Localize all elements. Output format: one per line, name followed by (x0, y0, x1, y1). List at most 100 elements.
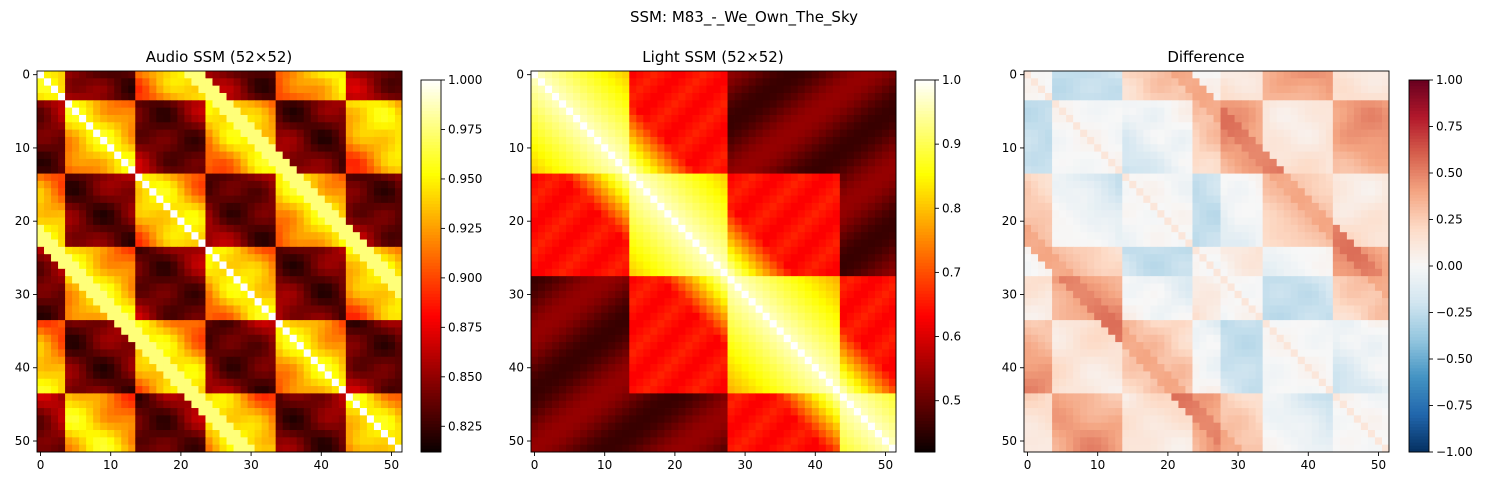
heatmap-cell (867, 107, 876, 116)
heatmap-cell (608, 136, 616, 145)
heatmap-cell (636, 246, 644, 255)
colorbar-segment (421, 337, 441, 341)
heatmap-cell (128, 327, 136, 336)
heatmap-cell (149, 180, 157, 189)
heatmap-cell (853, 268, 862, 277)
heatmap-cell (881, 202, 890, 211)
heatmap-cell (324, 386, 333, 394)
heatmap-cell (296, 444, 305, 453)
heatmap-cell (594, 129, 602, 138)
heatmap-cell (727, 122, 735, 131)
heatmap-cell (282, 158, 291, 167)
heatmap-cell (580, 188, 588, 196)
heatmap-cell (142, 239, 150, 248)
heatmap-cell (79, 114, 87, 123)
heatmap-cell (282, 386, 291, 394)
heatmap-cell (545, 283, 553, 292)
heatmap-cell (678, 276, 686, 284)
colorbar-segment (421, 433, 441, 437)
heatmap-cell (888, 276, 897, 284)
heatmap-cell (100, 202, 108, 211)
heatmap-cell (205, 276, 213, 284)
heatmap-cell (345, 71, 354, 79)
heatmap-cell (100, 114, 108, 123)
heatmap-cell (93, 371, 101, 380)
heatmap-cell (783, 78, 792, 87)
heatmap-cell (839, 349, 848, 358)
heatmap-cell (44, 290, 52, 299)
heatmap-cell (310, 393, 319, 402)
heatmap-cell (394, 334, 403, 343)
colorbar-segment (421, 309, 441, 313)
heatmap-cell (135, 356, 143, 365)
heatmap-cell (289, 217, 298, 226)
heatmap-cell (219, 415, 227, 424)
heatmap-cell (205, 371, 213, 380)
heatmap-cell (706, 327, 714, 336)
heatmap-cell (135, 444, 143, 453)
heatmap-cell (769, 349, 778, 358)
heatmap-cell (594, 356, 602, 365)
heatmap-cell (755, 217, 764, 226)
heatmap-cell (818, 114, 827, 123)
heatmap-cell (233, 327, 241, 336)
heatmap-cell (860, 122, 869, 131)
heatmap-cell (734, 320, 742, 328)
heatmap-cell (247, 180, 255, 189)
heatmap-cell (657, 334, 665, 343)
heatmap-cell (296, 180, 305, 189)
heatmap-cell (818, 356, 827, 365)
heatmap-cell (128, 239, 136, 248)
heatmap-cell (107, 408, 115, 416)
heatmap-cell (205, 400, 213, 409)
heatmap-cell (387, 78, 396, 87)
heatmap-cell (282, 239, 291, 248)
heatmap-cell (671, 349, 679, 358)
heatmap-cell (657, 364, 665, 372)
heatmap-cell (387, 268, 396, 277)
heatmap-cell (818, 349, 827, 358)
heatmap-cell (573, 356, 581, 365)
heatmap-cell (135, 151, 143, 160)
heatmap-cell (37, 92, 45, 101)
heatmap-cell (769, 195, 778, 204)
heatmap-cell (755, 78, 764, 87)
heatmap-cell (219, 254, 227, 262)
heatmap-cell (289, 283, 298, 292)
heatmap-cell (184, 342, 192, 350)
heatmap-cell (636, 129, 644, 138)
heatmap-cell (198, 386, 206, 394)
heatmap-cell (114, 195, 122, 204)
heatmap-cell (615, 276, 623, 284)
heatmap-cell (804, 71, 813, 79)
heatmap-cell (587, 85, 595, 94)
heatmap-cell (622, 283, 630, 292)
heatmap-cell (240, 78, 248, 87)
heatmap-cell (881, 122, 890, 131)
heatmap-cell (72, 298, 80, 306)
heatmap-cell (699, 239, 707, 248)
heatmap-cell (874, 312, 883, 321)
heatmap-cell (720, 290, 728, 299)
heatmap-cell (191, 114, 199, 123)
heatmap-cell (324, 195, 333, 204)
heatmap-cell (142, 356, 150, 365)
colorbar-segment (421, 148, 441, 152)
heatmap-cell (531, 173, 539, 182)
heatmap-cell (853, 100, 862, 109)
heatmap-cell (170, 356, 178, 365)
heatmap-cell (226, 129, 234, 138)
heatmap-cell (811, 342, 820, 350)
heatmap-cell (832, 78, 841, 87)
heatmap-cell (317, 144, 326, 152)
heatmap-cell (699, 144, 707, 152)
heatmap-cell (191, 122, 199, 131)
heatmap-cell (86, 312, 94, 321)
heatmap-cell (874, 246, 883, 255)
heatmap-cell (219, 290, 227, 299)
heatmap-cell (860, 239, 869, 248)
heatmap-cell (734, 349, 742, 358)
heatmap-cell (219, 400, 227, 409)
heatmap-cell (100, 290, 108, 299)
heatmap-cell (37, 261, 45, 270)
